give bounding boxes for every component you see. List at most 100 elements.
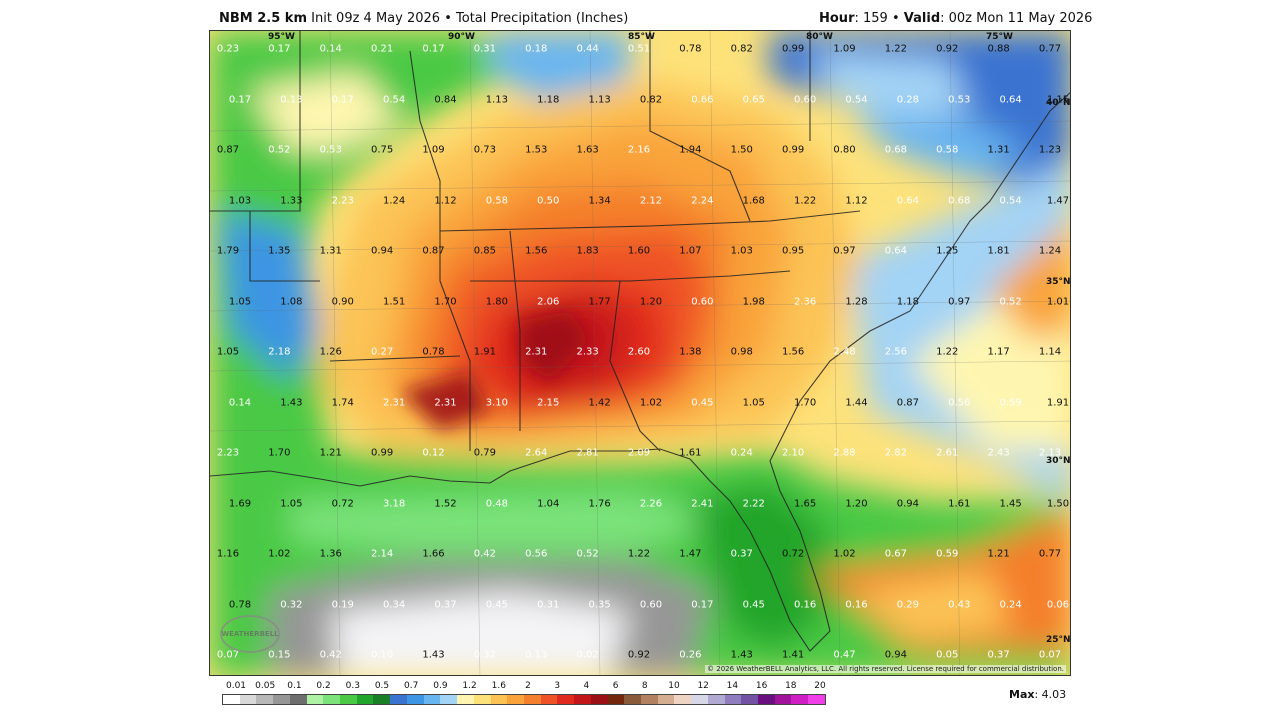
latitude-label: 25°N <box>1046 635 1071 645</box>
precip-value: 0.13 <box>525 649 548 661</box>
precip-value: 0.84 <box>434 94 457 105</box>
header-valid: Hour: 159 • Valid: 00z Mon 11 May 2026 <box>819 11 1093 26</box>
precip-value: 0.72 <box>331 498 354 509</box>
precip-value: 0.45 <box>742 599 765 610</box>
precip-value: 0.67 <box>884 548 908 560</box>
precip-value: 1.60 <box>627 245 651 257</box>
precip-value: 0.59 <box>999 397 1022 408</box>
precip-value: 0.78 <box>228 599 252 610</box>
precip-value: 0.77 <box>1038 43 1062 55</box>
precip-value: 0.64 <box>999 94 1022 105</box>
legend-tick: 12 <box>697 681 709 691</box>
precip-value: 0.48 <box>485 498 509 509</box>
legend-tick: 0.7 <box>404 681 419 691</box>
precip-value: 1.94 <box>679 144 702 156</box>
precip-value: 0.54 <box>845 94 868 105</box>
precip-value: 0.78 <box>422 346 445 358</box>
precip-value: 0.28 <box>896 94 920 105</box>
precip-value: 1.21 <box>987 548 1010 560</box>
precip-value: 1.35 <box>268 245 291 257</box>
max-value: Max: 4.03 <box>1009 688 1067 701</box>
precip-value: 0.56 <box>525 548 548 560</box>
legend-tick: 1.6 <box>491 681 506 691</box>
legend-tick: 1.2 <box>462 681 477 691</box>
precip-value: 2.56 <box>884 346 908 358</box>
precip-value: 0.59 <box>936 548 959 560</box>
legend-swatch <box>223 695 240 704</box>
precip-value: 0.12 <box>422 447 445 459</box>
precip-value: 1.20 <box>845 498 868 509</box>
precip-value: 2.36 <box>793 296 817 307</box>
precip-value: 2.81 <box>576 447 599 459</box>
precip-value: 1.24 <box>1038 245 1062 257</box>
precip-value: 0.34 <box>382 599 406 610</box>
precip-value: 0.32 <box>280 599 303 610</box>
precip-value: 1.61 <box>948 498 971 509</box>
legend-tick-labels: 0.01 0.05 0.1 0.2 0.3 0.5 0.7 0.9 1.2 1.6 2 3 4 6 8 10 1… <box>222 681 826 693</box>
longitude-label: 90°W <box>448 32 475 42</box>
precip-value: 0.42 <box>319 649 342 661</box>
precip-value: 2.24 <box>691 195 714 206</box>
legend-swatch <box>507 695 524 704</box>
hour-label: Hour <box>819 11 855 26</box>
precip-value: 1.50 <box>730 144 753 156</box>
precip-value: 0.82 <box>639 94 663 105</box>
legend-swatch <box>590 695 608 704</box>
precip-value: 0.10 <box>370 649 394 661</box>
precip-value: 1.15 <box>1046 94 1070 105</box>
legend-swatch <box>457 695 474 704</box>
precip-value: 1.38 <box>679 346 702 358</box>
precip-value: 1.02 <box>639 397 663 408</box>
precip-value: 1.50 <box>1046 498 1070 509</box>
precip-value: 0.60 <box>793 94 817 105</box>
valid-label: Valid <box>903 11 941 26</box>
precip-value: 1.22 <box>936 346 959 358</box>
precip-value: 1.13 <box>485 94 509 105</box>
precip-value: 0.88 <box>987 43 1010 55</box>
precip-value: 1.70 <box>434 296 457 307</box>
longitude-label: 80°W <box>806 32 833 42</box>
precip-value: 1.69 <box>228 498 252 509</box>
legend-tick: 2 <box>525 681 531 691</box>
precip-value: 0.53 <box>948 94 971 105</box>
precip-value: 2.23 <box>216 447 240 459</box>
precip-value: 1.63 <box>576 144 599 156</box>
precip-value: 1.74 <box>331 397 354 408</box>
precip-value: 1.44 <box>845 397 868 408</box>
precip-value: 0.07 <box>216 649 240 661</box>
precip-value: 0.05 <box>936 649 959 661</box>
precip-value: 1.22 <box>627 548 651 560</box>
legend-swatch <box>540 695 558 704</box>
precip-value: 0.18 <box>525 43 548 55</box>
precip-value: 1.03 <box>730 245 753 257</box>
separator: • <box>444 11 452 26</box>
precip-value: 0.92 <box>627 649 651 661</box>
precip-value: 1.17 <box>987 346 1010 358</box>
precip-value: 1.21 <box>319 447 342 459</box>
precip-value: 1.05 <box>280 498 303 509</box>
legend-tick: 14 <box>726 681 739 691</box>
precip-value: 0.99 <box>370 447 394 459</box>
legend-swatch <box>239 695 257 704</box>
legend-tick: 0.1 <box>287 681 302 691</box>
legend-tick: 0.05 <box>255 681 276 691</box>
precip-value: 2.43 <box>987 447 1010 459</box>
precip-value: 0.17 <box>268 43 291 55</box>
precip-value: 1.43 <box>422 649 445 661</box>
legend-swatch <box>607 695 625 704</box>
product-name: Total Precipitation (Inches) <box>456 11 629 26</box>
precip-value: 1.02 <box>833 548 856 560</box>
precip-value: 0.32 <box>473 649 497 661</box>
precip-value: 0.29 <box>896 599 920 610</box>
precip-value: 0.02 <box>576 649 599 661</box>
precip-value: 1.13 <box>588 94 611 105</box>
precip-value: 2.15 <box>537 397 560 408</box>
separator: • <box>891 11 900 26</box>
precip-value: 1.08 <box>280 296 303 307</box>
legend-tick: 18 <box>785 681 797 691</box>
valid-value: 00z Mon 11 May 2026 <box>948 11 1093 26</box>
precip-value: 0.68 <box>884 144 908 156</box>
precip-value: 1.09 <box>833 43 856 55</box>
legend-swatch <box>791 695 809 704</box>
precip-value: 0.27 <box>370 346 394 358</box>
